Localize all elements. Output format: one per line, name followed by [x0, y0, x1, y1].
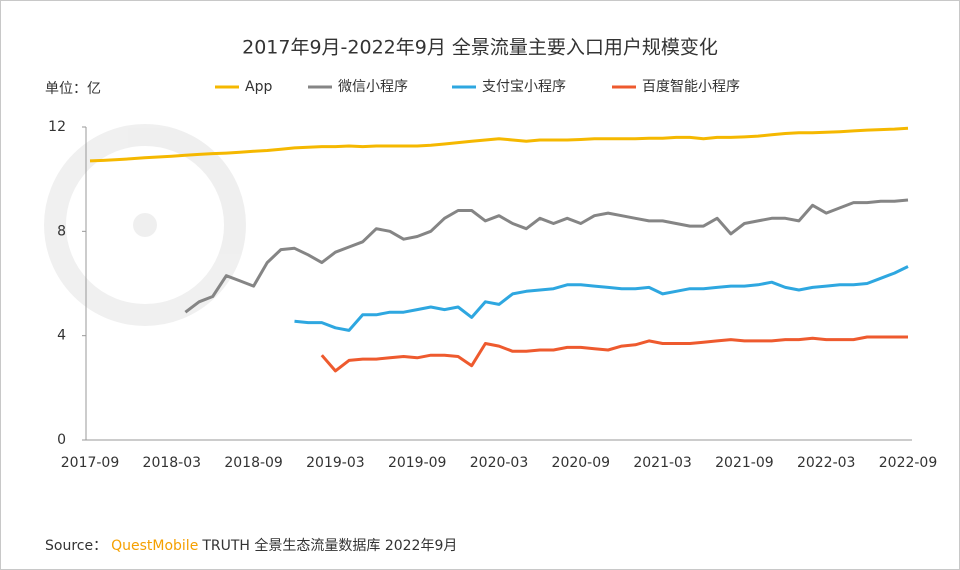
legend-label: 百度智能小程序	[642, 79, 740, 95]
unit-label: 单位：亿	[45, 81, 101, 97]
y-tick-label: 4	[57, 328, 66, 344]
chart-title: 2017年9月-2022年9月 全景流量主要入口用户规模变化	[242, 37, 718, 59]
series-line	[320, 335, 908, 373]
x-tick-label: 2020-09	[552, 455, 611, 471]
legend-label: App	[245, 79, 272, 95]
watermark	[44, 124, 246, 326]
source-brand: QuestMobile	[111, 538, 198, 554]
x-tick-label: 2017-09	[61, 455, 120, 471]
source-text: TRUTH 全景生态流量数据库 2022年9月	[201, 537, 457, 554]
x-tick-label: 2018-09	[224, 455, 283, 471]
source: Source： QuestMobile TRUTH 全景生态流量数据库 2022年9…	[45, 537, 457, 554]
legend-label: 微信小程序	[338, 79, 408, 95]
y-tick-label: 12	[48, 119, 66, 135]
series-line	[294, 265, 909, 332]
source-prefix: Source：	[45, 538, 107, 554]
y-tick-label: 8	[57, 223, 66, 239]
x-tick-label: 2020-03	[470, 455, 529, 471]
x-tick-label: 2019-09	[388, 455, 447, 471]
series-line	[184, 198, 909, 314]
series-line	[89, 126, 909, 163]
legend-label: 支付宝小程序	[482, 79, 566, 95]
y-tick-label: 0	[57, 432, 66, 448]
x-tick-label: 2018-03	[143, 455, 202, 471]
x-tick-label: 2019-03	[306, 455, 365, 471]
x-tick-label: 2022-03	[797, 455, 856, 471]
x-tick-label: 2021-09	[715, 455, 774, 471]
x-tick-label: 2022-09	[879, 455, 938, 471]
x-tick-label: 2021-03	[633, 455, 692, 471]
